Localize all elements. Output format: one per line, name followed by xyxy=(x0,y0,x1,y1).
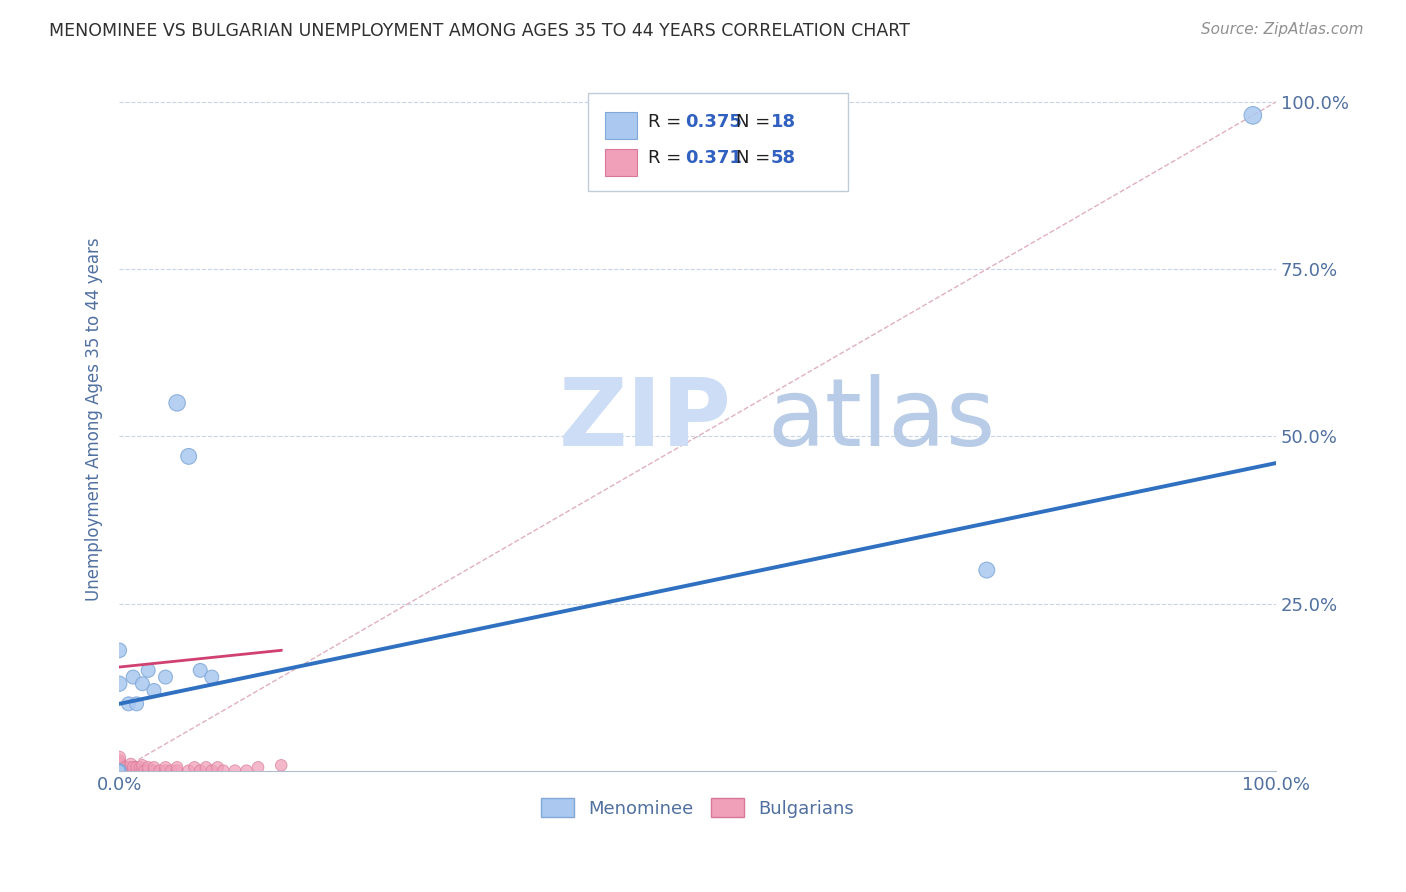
Point xyxy=(201,670,224,684)
Point xyxy=(131,764,153,778)
FancyBboxPatch shape xyxy=(588,93,848,192)
Text: N =: N = xyxy=(735,112,776,131)
Point xyxy=(117,764,139,778)
Point xyxy=(1241,108,1264,122)
Point xyxy=(188,664,211,678)
Point xyxy=(122,764,145,778)
Point xyxy=(134,764,156,778)
Point xyxy=(247,760,270,774)
Point xyxy=(125,697,148,711)
Point xyxy=(120,764,142,778)
Point xyxy=(108,764,131,778)
Point xyxy=(160,764,183,778)
Text: atlas: atlas xyxy=(768,374,995,466)
Text: 0.375: 0.375 xyxy=(685,112,742,131)
Point xyxy=(125,764,148,778)
Point xyxy=(143,764,166,778)
Point xyxy=(224,764,246,778)
Point xyxy=(108,758,131,772)
Point xyxy=(122,760,145,774)
Text: 18: 18 xyxy=(770,112,796,131)
Point xyxy=(108,677,131,691)
Point xyxy=(108,754,131,768)
Point xyxy=(166,764,188,778)
Point xyxy=(155,764,177,778)
Point xyxy=(120,757,142,772)
Y-axis label: Unemployment Among Ages 35 to 44 years: Unemployment Among Ages 35 to 44 years xyxy=(86,238,103,601)
Point xyxy=(177,764,200,778)
Point xyxy=(270,758,292,772)
Point xyxy=(212,764,235,778)
Point xyxy=(108,764,131,778)
Point xyxy=(129,760,152,774)
Bar xyxy=(605,112,637,139)
Point xyxy=(108,764,131,778)
Point xyxy=(166,396,188,410)
Point xyxy=(117,760,139,774)
Legend: Menominee, Bulgarians: Menominee, Bulgarians xyxy=(534,791,862,825)
Point xyxy=(136,760,159,774)
Point xyxy=(131,758,153,772)
Point xyxy=(114,764,136,778)
Point xyxy=(108,764,131,778)
Text: MENOMINEE VS BULGARIAN UNEMPLOYMENT AMONG AGES 35 TO 44 YEARS CORRELATION CHART: MENOMINEE VS BULGARIAN UNEMPLOYMENT AMON… xyxy=(49,22,910,40)
Point xyxy=(183,760,205,774)
Point xyxy=(114,760,136,774)
Point xyxy=(108,764,131,778)
Point xyxy=(143,683,166,698)
Point xyxy=(108,764,131,778)
Point xyxy=(195,760,218,774)
Point xyxy=(108,764,131,778)
Point xyxy=(108,643,131,657)
Point xyxy=(155,760,177,774)
Point xyxy=(117,697,139,711)
Point xyxy=(108,757,131,772)
Point xyxy=(136,664,159,678)
Point xyxy=(114,764,136,778)
Point xyxy=(108,757,131,772)
Point xyxy=(108,764,131,778)
Point xyxy=(166,760,188,774)
Text: 58: 58 xyxy=(770,149,796,168)
Point xyxy=(108,764,131,778)
Text: ZIP: ZIP xyxy=(558,374,731,466)
Point xyxy=(108,764,131,778)
Point xyxy=(108,764,131,778)
Point xyxy=(120,760,142,774)
Point xyxy=(235,764,257,778)
Point xyxy=(108,764,131,778)
Text: R =: R = xyxy=(648,149,688,168)
Point xyxy=(125,760,148,774)
Point xyxy=(207,760,229,774)
Point xyxy=(122,670,145,684)
Point xyxy=(131,677,153,691)
Point xyxy=(155,670,177,684)
Point xyxy=(143,760,166,774)
Point xyxy=(188,764,211,778)
Point xyxy=(108,760,131,774)
Point xyxy=(108,764,131,778)
Text: Source: ZipAtlas.com: Source: ZipAtlas.com xyxy=(1201,22,1364,37)
Point xyxy=(136,764,159,778)
Point xyxy=(129,764,152,778)
Point xyxy=(108,760,131,774)
Point xyxy=(108,764,131,778)
Point xyxy=(108,750,131,764)
Point xyxy=(108,764,131,778)
Bar xyxy=(605,149,637,176)
Point xyxy=(108,756,131,770)
Point xyxy=(976,563,998,577)
Point xyxy=(201,764,224,778)
Text: R =: R = xyxy=(648,112,688,131)
Point xyxy=(149,764,172,778)
Point xyxy=(177,450,200,464)
Text: N =: N = xyxy=(735,149,776,168)
Text: 0.371: 0.371 xyxy=(685,149,742,168)
